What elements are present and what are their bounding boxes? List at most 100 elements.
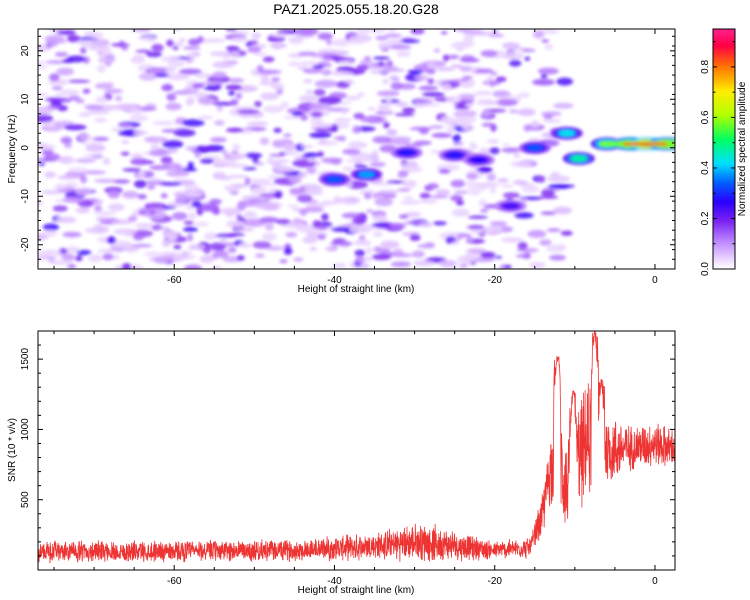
spectrogram-cell	[166, 93, 177, 101]
spectrogram-cell	[452, 141, 464, 146]
spectrogram-cell	[541, 39, 549, 43]
spectrogram-cell	[560, 230, 573, 236]
spectrogram-cell	[354, 164, 368, 169]
snr-panel: -60 -40 -20 0 500 1000 1500 Height of straight…	[7, 330, 676, 596]
spectrogram-cell	[250, 186, 266, 195]
y-tick-label: 500	[20, 491, 31, 508]
spectrogram-cell	[298, 95, 319, 102]
spectrogram-cell	[419, 199, 438, 204]
spectrogram-cell	[291, 111, 304, 117]
spectrogram-cell	[209, 242, 226, 251]
spectrogram-cell	[400, 200, 421, 205]
spectrogram-cell	[466, 186, 487, 192]
spectrogram-cell	[115, 103, 137, 110]
spectrogram-cell	[345, 96, 360, 100]
spectrogram-cell	[517, 108, 536, 116]
spectrogram-cell	[363, 192, 372, 200]
spectrogram-cell	[477, 166, 492, 174]
spectrogram-cell	[548, 183, 570, 190]
spectrogram-cell	[376, 90, 400, 97]
spectrogram-cell	[158, 226, 171, 231]
spectrogram-cell	[130, 158, 149, 166]
x-tick-label: -40	[327, 576, 342, 587]
x-tick-label: -20	[487, 275, 502, 286]
spectrogram-cell	[122, 263, 132, 269]
spectrogram-cell	[87, 110, 110, 116]
spectrogram-cell	[488, 33, 505, 38]
spectrogram-cell	[193, 221, 209, 227]
spectrogram-cell	[311, 123, 333, 129]
spectrogram-cell	[135, 49, 152, 53]
x-tick-label: -60	[167, 275, 182, 286]
spectrogram-cell	[478, 199, 488, 207]
spectrogram-cell	[475, 68, 494, 74]
spectrogram-cell	[330, 227, 354, 232]
spectrogram-cell	[501, 147, 521, 153]
spectrogram-cell	[386, 180, 405, 184]
spectrogram-cell	[523, 124, 531, 132]
spectrogram-cell	[147, 185, 156, 190]
spectrogram-cell	[451, 78, 469, 83]
spectrogram-cell	[235, 228, 255, 232]
spectrogram-cell	[287, 204, 299, 209]
spectrogram-cell	[39, 144, 56, 151]
spectrogram-cell	[364, 115, 383, 124]
spectrogram-cell	[460, 83, 474, 88]
spectrogram-cell	[228, 152, 248, 159]
spectrogram-cell	[199, 255, 215, 264]
spectrogram-cell	[231, 36, 248, 43]
spectrogram-cell	[103, 157, 111, 165]
spectrogram-cell	[409, 234, 421, 242]
spectrogram-cell	[389, 44, 412, 50]
spectrogram-cell	[305, 90, 314, 94]
spectrogram-cell	[316, 140, 339, 146]
spectrogram-cell	[453, 110, 478, 118]
spectrogram-cell	[254, 52, 267, 57]
spectrogram-cell	[383, 122, 390, 129]
spectrogram-cell	[144, 203, 151, 210]
spectrogram-cell	[166, 73, 190, 81]
spectrogram-cell	[226, 220, 246, 228]
spectrogram-cell	[391, 136, 412, 142]
spectrogram-cell	[248, 178, 271, 184]
spectrogram-cell	[428, 195, 449, 199]
spectrogram-cell	[38, 157, 44, 163]
spectrogram-image	[38, 29, 675, 269]
spectrogram-cell	[243, 152, 263, 159]
spectrogram-cell	[454, 115, 477, 124]
spectrogram-cell	[166, 39, 174, 47]
spectrogram-cell	[225, 84, 242, 91]
spectrogram-cell	[339, 196, 361, 205]
spectrogram-cell	[438, 168, 451, 174]
spectrogram-cell	[529, 262, 546, 269]
spectrogram-cell	[113, 179, 131, 184]
spectrogram-cell	[121, 140, 129, 144]
spectrogram-cell	[331, 244, 338, 251]
spectrogram-cell	[382, 78, 389, 85]
spectrogram-cell	[117, 129, 141, 137]
spectrogram-cell	[387, 29, 397, 32]
spectrogram-cell	[41, 190, 63, 195]
spectrogram-cell	[407, 69, 424, 75]
spectrogram-cell	[242, 166, 257, 171]
spectrogram-cell	[163, 231, 178, 239]
spectrogram-cell	[312, 64, 325, 70]
spectrogram-cell	[179, 250, 193, 255]
spectrogram-cell	[441, 83, 452, 91]
spectrogram-cell	[502, 142, 511, 147]
spectrogram-cell	[153, 256, 169, 264]
spectrogram-cell	[151, 43, 164, 53]
spectrogram-cell	[235, 92, 242, 100]
spectrogram-cell	[435, 189, 451, 197]
spectrogram-cell	[457, 93, 477, 99]
spectrogram-cell	[42, 223, 60, 232]
spectrogram-cell	[41, 148, 54, 157]
spectrogram-cell	[435, 67, 456, 72]
spectrogram-cell	[94, 82, 114, 90]
spectrogram-cell	[259, 92, 279, 101]
spectrogram-cell	[255, 253, 265, 258]
spectrogram-cell	[542, 118, 562, 124]
spectrogram-cell	[129, 114, 149, 122]
spectrogram-cell	[212, 172, 227, 180]
spectrogram-cell	[227, 233, 246, 237]
